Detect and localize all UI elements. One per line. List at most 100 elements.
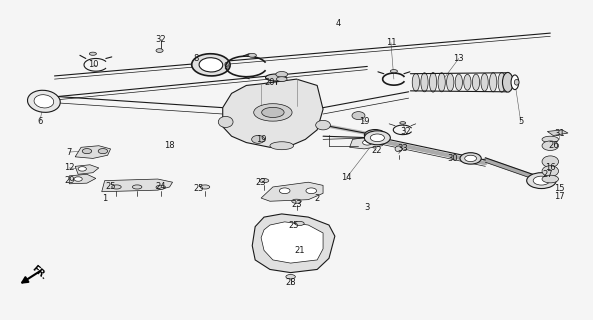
Ellipse shape bbox=[390, 69, 397, 73]
Circle shape bbox=[82, 148, 92, 154]
Ellipse shape bbox=[421, 73, 428, 92]
Ellipse shape bbox=[542, 156, 559, 167]
Text: 13: 13 bbox=[454, 54, 464, 63]
Ellipse shape bbox=[286, 275, 295, 279]
Ellipse shape bbox=[199, 58, 223, 72]
Text: FR.: FR. bbox=[30, 264, 47, 282]
Polygon shape bbox=[261, 182, 323, 201]
Ellipse shape bbox=[429, 72, 436, 92]
Text: 18: 18 bbox=[164, 141, 175, 150]
Text: 22: 22 bbox=[371, 146, 381, 155]
Ellipse shape bbox=[400, 122, 406, 124]
Ellipse shape bbox=[111, 185, 121, 189]
Polygon shape bbox=[350, 136, 388, 149]
Ellipse shape bbox=[90, 52, 97, 55]
Polygon shape bbox=[547, 130, 568, 136]
Text: 12: 12 bbox=[64, 164, 75, 172]
Text: 19: 19 bbox=[359, 117, 369, 126]
Text: 7: 7 bbox=[66, 148, 72, 156]
Text: 14: 14 bbox=[342, 173, 352, 182]
Ellipse shape bbox=[438, 73, 445, 92]
Text: 28: 28 bbox=[285, 278, 296, 287]
Text: 30: 30 bbox=[448, 154, 458, 163]
Ellipse shape bbox=[412, 73, 419, 91]
Text: 31: 31 bbox=[554, 129, 565, 138]
Ellipse shape bbox=[542, 175, 559, 183]
Ellipse shape bbox=[455, 74, 463, 91]
Polygon shape bbox=[252, 214, 335, 273]
Circle shape bbox=[74, 177, 82, 181]
Text: 20: 20 bbox=[264, 78, 275, 87]
Polygon shape bbox=[75, 165, 99, 174]
Ellipse shape bbox=[262, 107, 284, 117]
Ellipse shape bbox=[395, 146, 402, 152]
Ellipse shape bbox=[266, 74, 286, 81]
Ellipse shape bbox=[542, 166, 559, 177]
Text: 24: 24 bbox=[155, 182, 166, 191]
Text: 9: 9 bbox=[223, 62, 228, 71]
Ellipse shape bbox=[251, 135, 264, 143]
Ellipse shape bbox=[352, 112, 365, 120]
Ellipse shape bbox=[27, 90, 60, 112]
Ellipse shape bbox=[132, 185, 142, 189]
Text: 25: 25 bbox=[194, 184, 205, 193]
Ellipse shape bbox=[218, 116, 233, 127]
Text: 29: 29 bbox=[64, 176, 75, 185]
Polygon shape bbox=[69, 174, 96, 184]
Polygon shape bbox=[75, 146, 110, 158]
Text: 2: 2 bbox=[314, 194, 320, 203]
Text: 5: 5 bbox=[518, 117, 524, 126]
Ellipse shape bbox=[276, 77, 287, 82]
Circle shape bbox=[362, 140, 372, 145]
Ellipse shape bbox=[447, 73, 454, 91]
Circle shape bbox=[460, 153, 482, 164]
Ellipse shape bbox=[248, 53, 256, 57]
Text: 21: 21 bbox=[294, 246, 305, 255]
Text: 10: 10 bbox=[88, 60, 98, 69]
Polygon shape bbox=[102, 179, 173, 192]
Ellipse shape bbox=[502, 72, 513, 92]
Text: 25: 25 bbox=[288, 220, 299, 229]
Ellipse shape bbox=[295, 221, 304, 226]
Text: 1: 1 bbox=[102, 194, 107, 203]
Ellipse shape bbox=[315, 120, 330, 130]
Text: 4: 4 bbox=[335, 19, 340, 28]
Text: 17: 17 bbox=[554, 192, 565, 201]
Circle shape bbox=[364, 131, 390, 145]
Ellipse shape bbox=[481, 73, 488, 91]
Ellipse shape bbox=[292, 199, 301, 203]
Ellipse shape bbox=[156, 185, 165, 189]
Text: 16: 16 bbox=[545, 164, 556, 172]
Polygon shape bbox=[261, 222, 323, 263]
Ellipse shape bbox=[270, 142, 294, 150]
Text: 25: 25 bbox=[106, 182, 116, 191]
Circle shape bbox=[364, 130, 385, 141]
Ellipse shape bbox=[514, 79, 519, 85]
Ellipse shape bbox=[276, 71, 288, 77]
Text: 23: 23 bbox=[256, 178, 266, 187]
Text: 32: 32 bbox=[155, 35, 166, 44]
Circle shape bbox=[370, 134, 384, 142]
Text: 15: 15 bbox=[554, 184, 565, 193]
Ellipse shape bbox=[200, 185, 210, 189]
Circle shape bbox=[533, 176, 550, 185]
Circle shape bbox=[78, 167, 87, 171]
Ellipse shape bbox=[498, 72, 505, 92]
Ellipse shape bbox=[156, 49, 163, 52]
Text: 19: 19 bbox=[256, 135, 266, 144]
Ellipse shape bbox=[259, 179, 269, 183]
Text: 32: 32 bbox=[400, 127, 411, 136]
Text: 8: 8 bbox=[193, 54, 199, 63]
Polygon shape bbox=[223, 79, 323, 147]
Text: 27: 27 bbox=[542, 170, 553, 179]
Circle shape bbox=[465, 155, 477, 162]
Text: 6: 6 bbox=[37, 117, 43, 126]
Text: 3: 3 bbox=[365, 203, 370, 212]
Ellipse shape bbox=[192, 54, 230, 76]
Ellipse shape bbox=[542, 136, 559, 142]
Ellipse shape bbox=[254, 104, 292, 121]
Circle shape bbox=[306, 188, 317, 194]
Ellipse shape bbox=[489, 73, 497, 92]
Text: 11: 11 bbox=[385, 38, 396, 47]
Circle shape bbox=[98, 148, 107, 154]
